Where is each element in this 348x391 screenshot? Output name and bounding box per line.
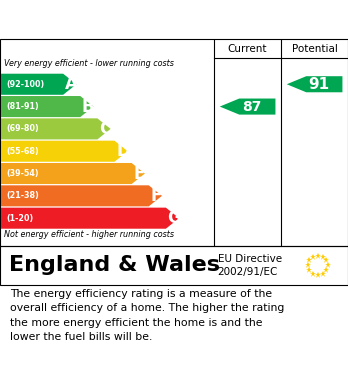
Text: (55-68): (55-68): [6, 147, 39, 156]
Polygon shape: [1, 141, 128, 162]
Text: A: A: [65, 75, 78, 93]
Polygon shape: [1, 185, 162, 206]
Text: Very energy efficient - lower running costs: Very energy efficient - lower running co…: [4, 59, 174, 68]
Text: 2002/91/EC: 2002/91/EC: [218, 267, 278, 277]
Polygon shape: [1, 208, 179, 229]
Text: Not energy efficient - higher running costs: Not energy efficient - higher running co…: [4, 230, 174, 239]
Text: Potential: Potential: [292, 44, 338, 54]
Text: (81-91): (81-91): [6, 102, 39, 111]
Text: (21-38): (21-38): [6, 191, 39, 200]
Text: G: G: [168, 209, 181, 227]
Text: (39-54): (39-54): [6, 169, 39, 178]
Text: 91: 91: [308, 77, 329, 92]
Polygon shape: [287, 76, 342, 92]
Text: D: D: [116, 142, 130, 160]
Text: EU Directive: EU Directive: [218, 254, 282, 264]
Polygon shape: [1, 118, 111, 140]
Text: Current: Current: [228, 44, 267, 54]
Polygon shape: [1, 74, 76, 95]
Text: Energy Efficiency Rating: Energy Efficiency Rating: [9, 11, 249, 29]
Text: B: B: [82, 98, 95, 116]
Text: (1-20): (1-20): [6, 213, 33, 223]
Text: The energy efficiency rating is a measure of the
overall efficiency of a home. T: The energy efficiency rating is a measur…: [10, 289, 285, 342]
Text: E: E: [133, 165, 145, 183]
Text: C: C: [99, 120, 111, 138]
Polygon shape: [220, 99, 276, 115]
Polygon shape: [1, 96, 94, 117]
Text: England & Wales: England & Wales: [9, 255, 220, 276]
Text: (92-100): (92-100): [6, 80, 45, 89]
Text: F: F: [150, 187, 162, 205]
Text: (69-80): (69-80): [6, 124, 39, 133]
Polygon shape: [1, 163, 145, 184]
Text: 87: 87: [242, 100, 261, 113]
